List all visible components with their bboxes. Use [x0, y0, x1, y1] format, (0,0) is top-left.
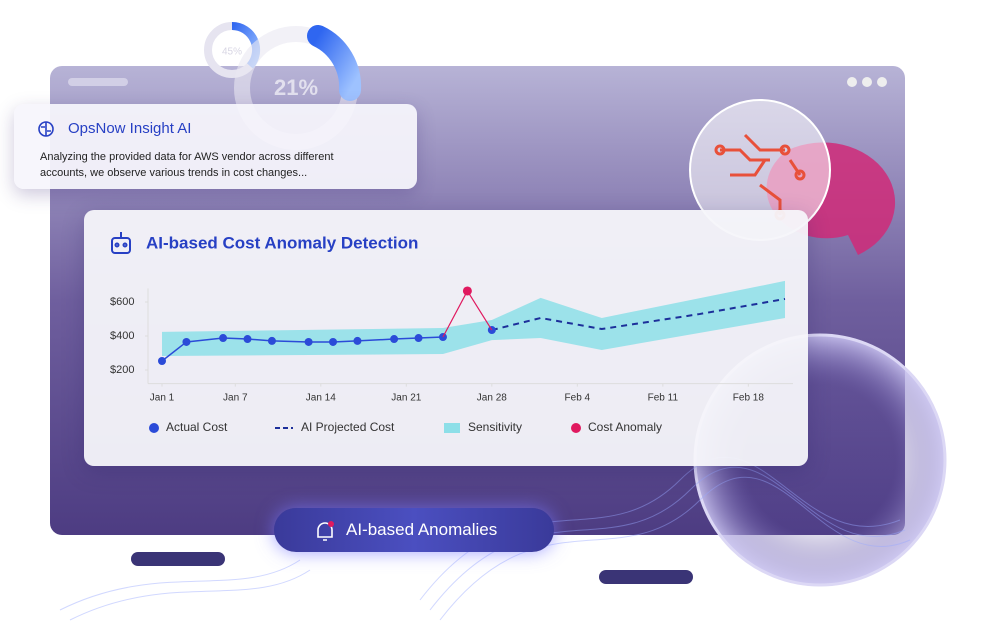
actual-point	[267, 336, 276, 345]
gauge-label: 21%	[274, 75, 318, 100]
chart-title: AI-based Cost Anomaly Detection	[146, 233, 418, 252]
legend-swatch	[444, 423, 460, 433]
gauge-label: 45%	[222, 47, 242, 58]
sensitivity-band	[162, 280, 785, 357]
anomaly-point	[462, 286, 472, 296]
actual-point	[304, 337, 313, 346]
badge-label: AI-based Anomalies	[346, 520, 498, 539]
window-dot	[847, 77, 857, 87]
window-dot	[877, 77, 887, 87]
actual-point	[390, 335, 399, 344]
y-tick-label: $400	[110, 330, 134, 342]
robot-icon	[111, 232, 131, 254]
window-bar	[68, 78, 128, 86]
x-tick-label: Jan 14	[306, 393, 336, 404]
legend-label: AI Projected Cost	[301, 420, 395, 434]
gauge-arc	[307, 25, 362, 101]
legend-swatch	[571, 423, 581, 433]
window-dot	[862, 77, 872, 87]
actual-point	[182, 337, 191, 346]
x-tick-label: Feb 4	[565, 393, 591, 404]
actual-point	[353, 336, 362, 345]
node-pill	[599, 570, 693, 584]
x-tick-label: Jan 28	[477, 393, 507, 404]
actual-point	[329, 337, 338, 346]
projected-line	[491, 297, 786, 332]
badge: AI-based Anomalies	[274, 508, 554, 552]
legend-swatch	[149, 423, 159, 433]
x-tick-label: Feb 18	[733, 393, 765, 404]
insight-card: OpsNow Insight AI Analyzing the provided…	[14, 104, 417, 189]
x-tick-label: Jan 21	[391, 393, 421, 404]
brain-small-icon	[38, 121, 54, 137]
x-tick-label: Feb 11	[648, 393, 679, 404]
x-tick-label: Jan 1	[150, 393, 175, 404]
insight-text: Analyzing the provided data for AWS vend…	[40, 151, 334, 179]
actual-point	[243, 335, 252, 344]
actual-point	[414, 334, 423, 343]
y-tick-label: $200	[110, 364, 134, 376]
y-tick-label: $600	[110, 296, 134, 308]
legend-label: Sensitivity	[468, 420, 522, 434]
actual-point	[158, 356, 166, 365]
node-pill	[131, 552, 225, 566]
legend-label: Actual Cost	[166, 420, 228, 434]
actual-point	[219, 334, 228, 343]
legend-label: Cost Anomaly	[588, 420, 662, 434]
insight-title: OpsNow Insight AI	[68, 120, 192, 137]
x-tick-label: Jan 7	[223, 393, 248, 404]
